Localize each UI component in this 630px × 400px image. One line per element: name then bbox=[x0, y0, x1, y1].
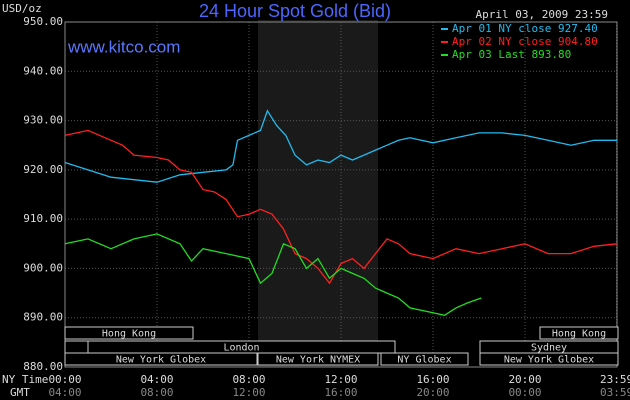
session-label: NY Globex bbox=[397, 355, 451, 366]
ny-time-label: NY Time bbox=[2, 373, 48, 386]
gmt-tick-label: 04:00 bbox=[48, 386, 81, 399]
session-box bbox=[539, 326, 619, 340]
series-line bbox=[64, 109, 617, 183]
gmt-tick-label: 08:00 bbox=[140, 386, 173, 399]
session-box bbox=[257, 352, 379, 366]
y-tick-label: 900.00 bbox=[23, 261, 63, 274]
session-box bbox=[64, 326, 194, 340]
legend-label: Apr 01 NY close 927.40 bbox=[452, 22, 598, 35]
x-tick-label: 20:00 bbox=[508, 373, 541, 386]
gmt-tick-label: 03:59 bbox=[600, 386, 630, 399]
session-box bbox=[64, 340, 89, 354]
x-tick-label: 00:00 bbox=[48, 373, 81, 386]
session-box bbox=[479, 352, 619, 366]
series-line bbox=[64, 129, 618, 285]
y-axis-unit: USD/oz bbox=[2, 2, 42, 15]
session-label: Hong Kong bbox=[102, 329, 156, 340]
session-label: New York Globex bbox=[504, 355, 594, 366]
legend-label: Apr 03 Last 893.80 bbox=[452, 48, 571, 61]
x-tick-label: 12:00 bbox=[324, 373, 357, 386]
chart-title: 24 Hour Spot Gold (Bid) bbox=[199, 1, 391, 21]
nymex-shade bbox=[258, 20, 378, 367]
session-box bbox=[64, 352, 258, 366]
y-tick-label: 890.00 bbox=[23, 311, 63, 324]
x-tick-label: 16:00 bbox=[416, 373, 449, 386]
x-tick-label: 23:59 bbox=[600, 373, 630, 386]
y-tick-label: 910.00 bbox=[23, 212, 63, 225]
session-label: Hong Kong bbox=[552, 329, 606, 340]
y-tick-label: 880.00 bbox=[23, 360, 63, 373]
session-label: New York NYMEX bbox=[276, 355, 360, 366]
session-label: New York Globex bbox=[116, 355, 206, 366]
y-tick-label: 930.00 bbox=[23, 114, 63, 127]
y-tick-label: 950.00 bbox=[23, 15, 63, 28]
legend-label: Apr 02 NY close 904.80 bbox=[452, 35, 598, 48]
gmt-tick-label: 16:00 bbox=[324, 386, 357, 399]
gmt-label: GMT bbox=[10, 386, 30, 399]
x-tick-label: 04:00 bbox=[140, 373, 173, 386]
timestamp: April 03, 2009 23:59 bbox=[476, 8, 608, 21]
y-tick-label: 920.00 bbox=[23, 163, 63, 176]
session-label: London bbox=[223, 343, 259, 354]
plot-frame bbox=[64, 21, 618, 368]
y-tick-label: 940.00 bbox=[23, 64, 63, 77]
site-label: www.kitco.com bbox=[67, 37, 180, 56]
session-box bbox=[380, 352, 469, 366]
gmt-tick-label: 20:00 bbox=[416, 386, 449, 399]
gmt-tick-label: 00:00 bbox=[508, 386, 541, 399]
series-line bbox=[64, 233, 482, 316]
x-tick-label: 08:00 bbox=[232, 373, 265, 386]
gmt-tick-label: 12:00 bbox=[232, 386, 265, 399]
session-label: Sydney bbox=[531, 343, 567, 354]
